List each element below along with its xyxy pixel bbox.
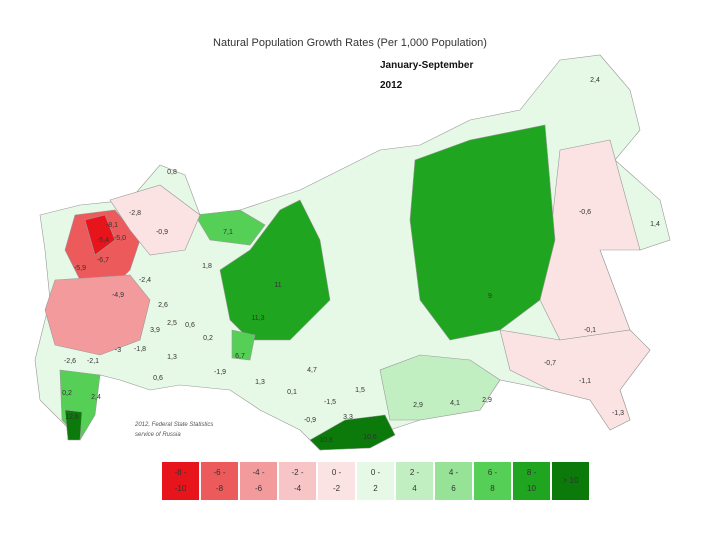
region-label: -8,1 (106, 222, 118, 229)
region-label: -2,4 (139, 277, 151, 284)
region-label: -2,6 (64, 358, 76, 365)
region-label: 2,6 (158, 302, 168, 309)
source-note: 2012, Federal State Statistics (134, 422, 213, 428)
region-label: 0,2 (203, 335, 213, 342)
region-label: -2,8 (129, 210, 141, 217)
legend-label: 8 - (527, 468, 537, 477)
legend-label: 4 (412, 484, 417, 493)
legend-swatch (357, 462, 394, 500)
region-label: 10,8 (319, 437, 333, 444)
region-label: -1,9 (214, 369, 226, 376)
region-label: 11 (274, 282, 281, 289)
legend-label: -8 (216, 484, 224, 493)
region-label: 1,3 (167, 354, 177, 361)
region-label: -1,1 (579, 378, 591, 385)
region-label: 12,6 (65, 414, 79, 421)
legend-swatch (552, 462, 589, 500)
legend-swatch (474, 462, 511, 500)
legend-label: 2 - (410, 468, 420, 477)
legend-label: -6 - (214, 468, 226, 477)
legend-label: 0 - (371, 468, 381, 477)
region-label: -1,8 (134, 346, 146, 353)
region-label: -5,4 (97, 237, 109, 244)
source-note: service of Russia (135, 432, 181, 438)
subtitle: January-September (380, 60, 473, 71)
legend-label: -6 (255, 484, 263, 493)
legend-label: -2 (333, 484, 341, 493)
region-label: 2,9 (413, 402, 423, 409)
legend-swatch (318, 462, 355, 500)
region-label: -0,9 (304, 417, 316, 424)
region-label: -1,3 (612, 410, 624, 417)
legend-label: 10 (527, 484, 536, 493)
legend-label: -4 (294, 484, 302, 493)
legend-label: 6 (451, 484, 456, 493)
legend: -8 - -10 -6 - -8 -4 - -6 -2 - -4 0 - -2 0 - 2 2 - 4 4 … (162, 462, 589, 500)
legend-swatch (162, 462, 199, 500)
region-label: -0,7 (544, 360, 556, 367)
region-label: -0,1 (584, 327, 596, 334)
legend-swatch (513, 462, 550, 500)
region-label: 2,4 (91, 394, 101, 401)
legend-swatch (435, 462, 472, 500)
legend-label: -10 (175, 484, 187, 493)
region-label: 9 (488, 293, 492, 300)
region-label: 10,6 (363, 434, 377, 441)
legend-swatch (279, 462, 316, 500)
region-label: -5,9 (74, 265, 86, 272)
region-label: -0,9 (156, 229, 168, 236)
legend-swatch (240, 462, 277, 500)
region-label: -1,5 (324, 399, 336, 406)
region-label: 3,3 (343, 414, 353, 421)
region-label: -5,0 (114, 235, 126, 242)
region-label: 0,6 (153, 375, 163, 382)
land (34, 54, 671, 451)
legend-label: 8 (490, 484, 495, 493)
region-label: 11,3 (251, 315, 264, 322)
legend-label: 4 - (449, 468, 459, 477)
region-label: -0,6 (579, 209, 591, 216)
region-label: 0,6 (185, 322, 195, 329)
legend-label: > 10 (563, 476, 579, 485)
subtitle: 2012 (380, 80, 403, 91)
region-label: 1,8 (202, 263, 212, 270)
region-label: 4,7 (307, 367, 317, 374)
region-label: 1,5 (355, 387, 365, 394)
legend-label: 0 - (332, 468, 342, 477)
region-label: 2,9 (482, 397, 492, 404)
legend-swatch (396, 462, 433, 500)
region-label: 7,1 (223, 229, 233, 236)
region-label: 0,8 (167, 169, 177, 176)
region-label: 0,1 (287, 389, 297, 396)
region-label: 6,7 (235, 353, 245, 360)
region-label: 0,2 (62, 390, 72, 397)
region-label: 4,1 (450, 400, 460, 407)
region-labels: 2,4 -0,6 1,4 0,8 -2,8 -0,9 7,1 1,8 11 9 11,3 -0,1 -0… (62, 77, 660, 444)
legend-label: -8 - (175, 468, 187, 477)
legend-swatch (201, 462, 238, 500)
region-label: 1,3 (255, 379, 265, 386)
region-label: -2,1 (87, 358, 99, 365)
region-label: -6,7 (97, 257, 109, 264)
legend-label: -2 - (292, 468, 304, 477)
region-label: 2,5 (167, 320, 177, 327)
legend-label: -4 - (253, 468, 265, 477)
legend-label: 2 (373, 484, 378, 493)
region-label: -3 (115, 347, 121, 354)
legend-label: 6 - (488, 468, 498, 477)
region-label: -4,9 (112, 292, 124, 299)
map-title: Natural Population Growth Rates (Per 1,0… (213, 37, 487, 49)
region-label: 1,4 (650, 221, 660, 228)
region-label: 2,4 (590, 77, 600, 84)
region-label: 3,9 (150, 327, 160, 334)
